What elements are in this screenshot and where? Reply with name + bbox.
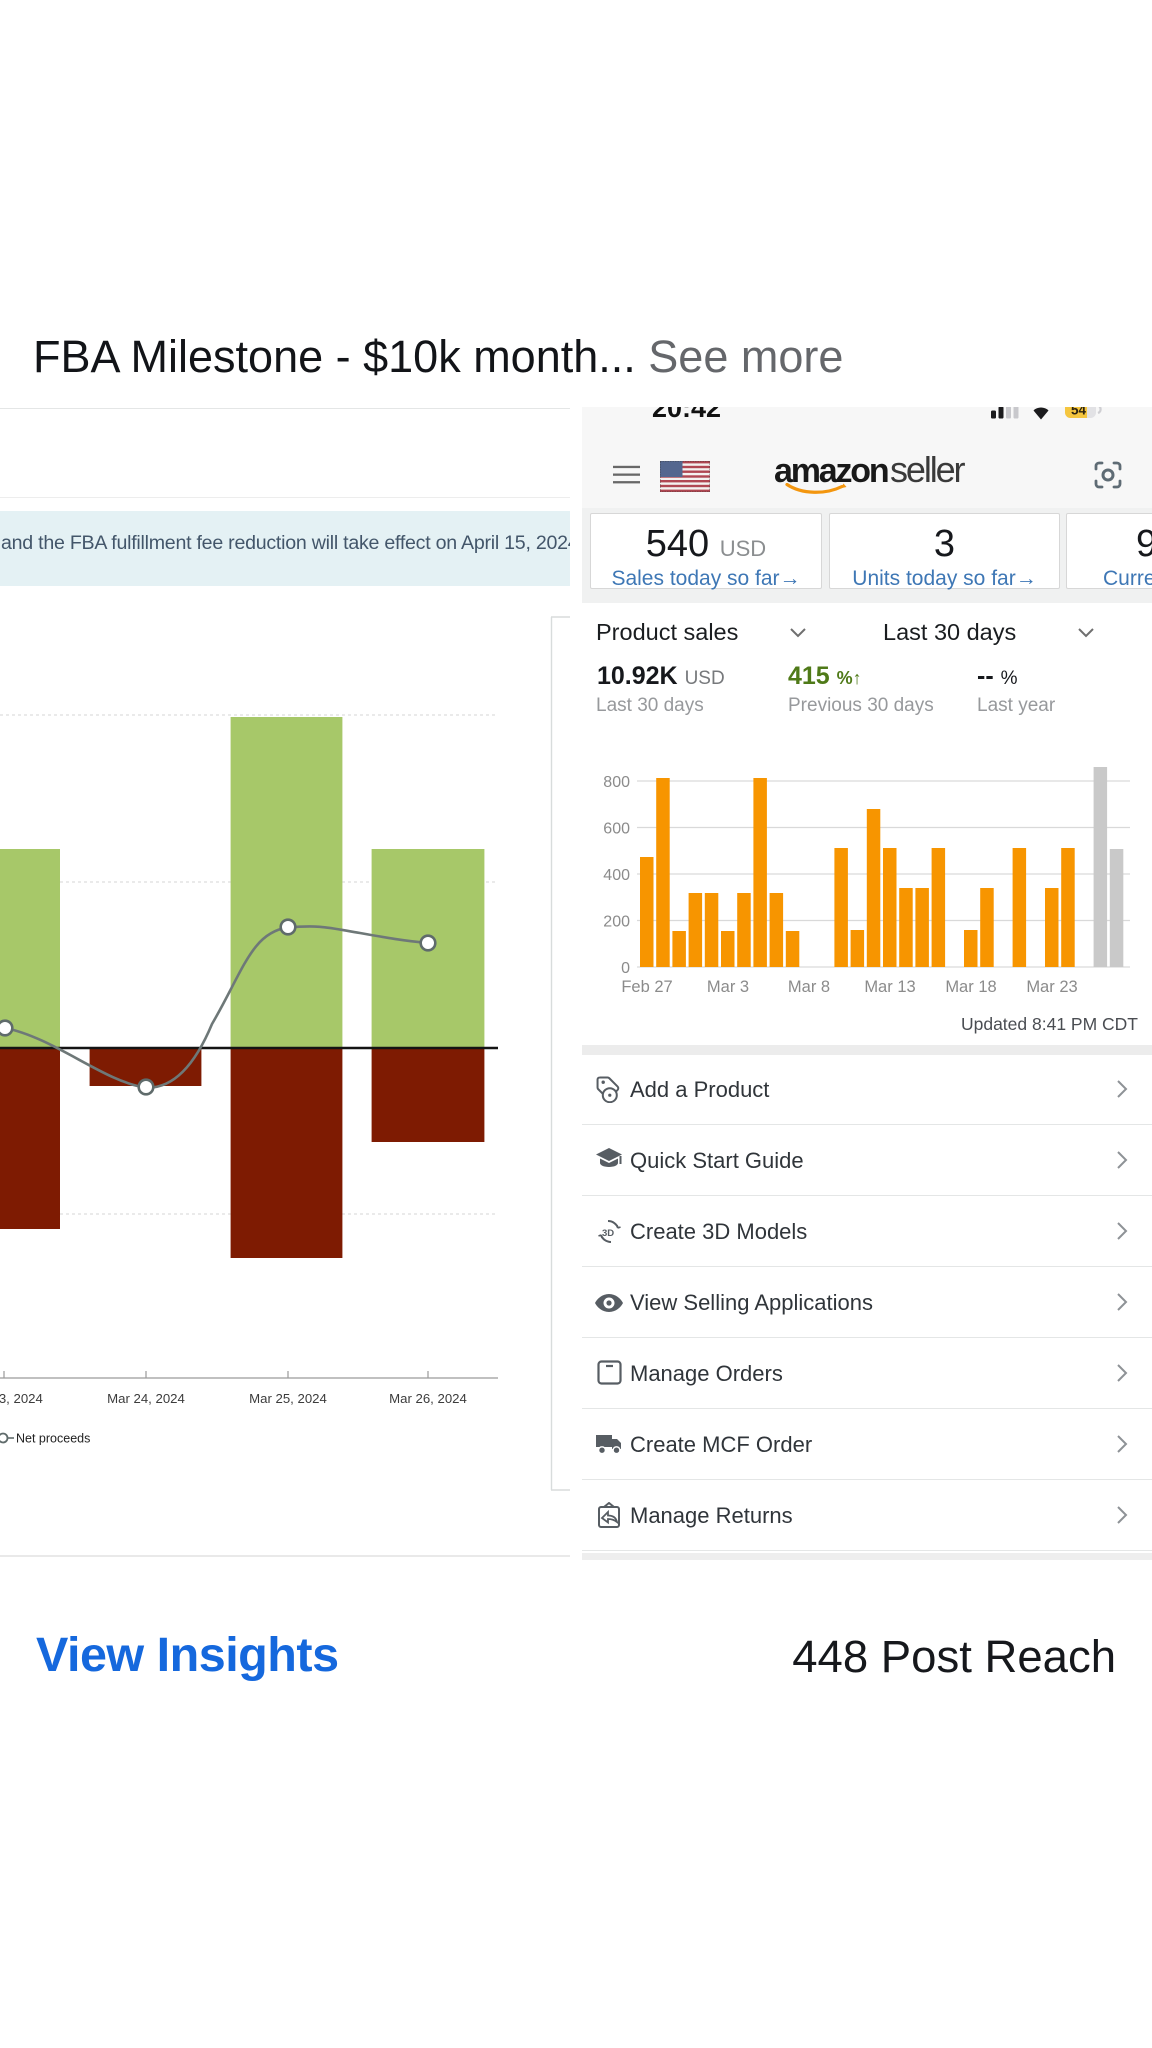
svg-text:200: 200	[603, 914, 630, 931]
svg-text:Mar 13: Mar 13	[864, 978, 915, 996]
svg-text:Feb 27: Feb 27	[621, 978, 672, 996]
svg-text:Mar 24, 2024: Mar 24, 2024	[107, 1391, 185, 1406]
svg-text:0: 0	[621, 960, 630, 977]
svg-text:800: 800	[603, 774, 630, 791]
svg-text:600: 600	[603, 821, 630, 838]
svg-text:Mar 23, 2024: Mar 23, 2024	[0, 1391, 43, 1406]
svg-text:400: 400	[603, 867, 630, 884]
svg-text:Mar 26, 2024: Mar 26, 2024	[389, 1391, 467, 1406]
svg-text:3D: 3D	[602, 1228, 614, 1239]
svg-text:Net proceeds: Net proceeds	[16, 1432, 90, 1446]
svg-text:Mar 3: Mar 3	[707, 978, 749, 996]
svg-text:Mar 23: Mar 23	[1026, 978, 1077, 996]
svg-text:Mar 25, 2024: Mar 25, 2024	[249, 1391, 327, 1406]
svg-text:54: 54	[1071, 407, 1087, 418]
svg-text:Mar 18: Mar 18	[945, 978, 996, 996]
svg-text:Mar 8: Mar 8	[788, 978, 830, 996]
